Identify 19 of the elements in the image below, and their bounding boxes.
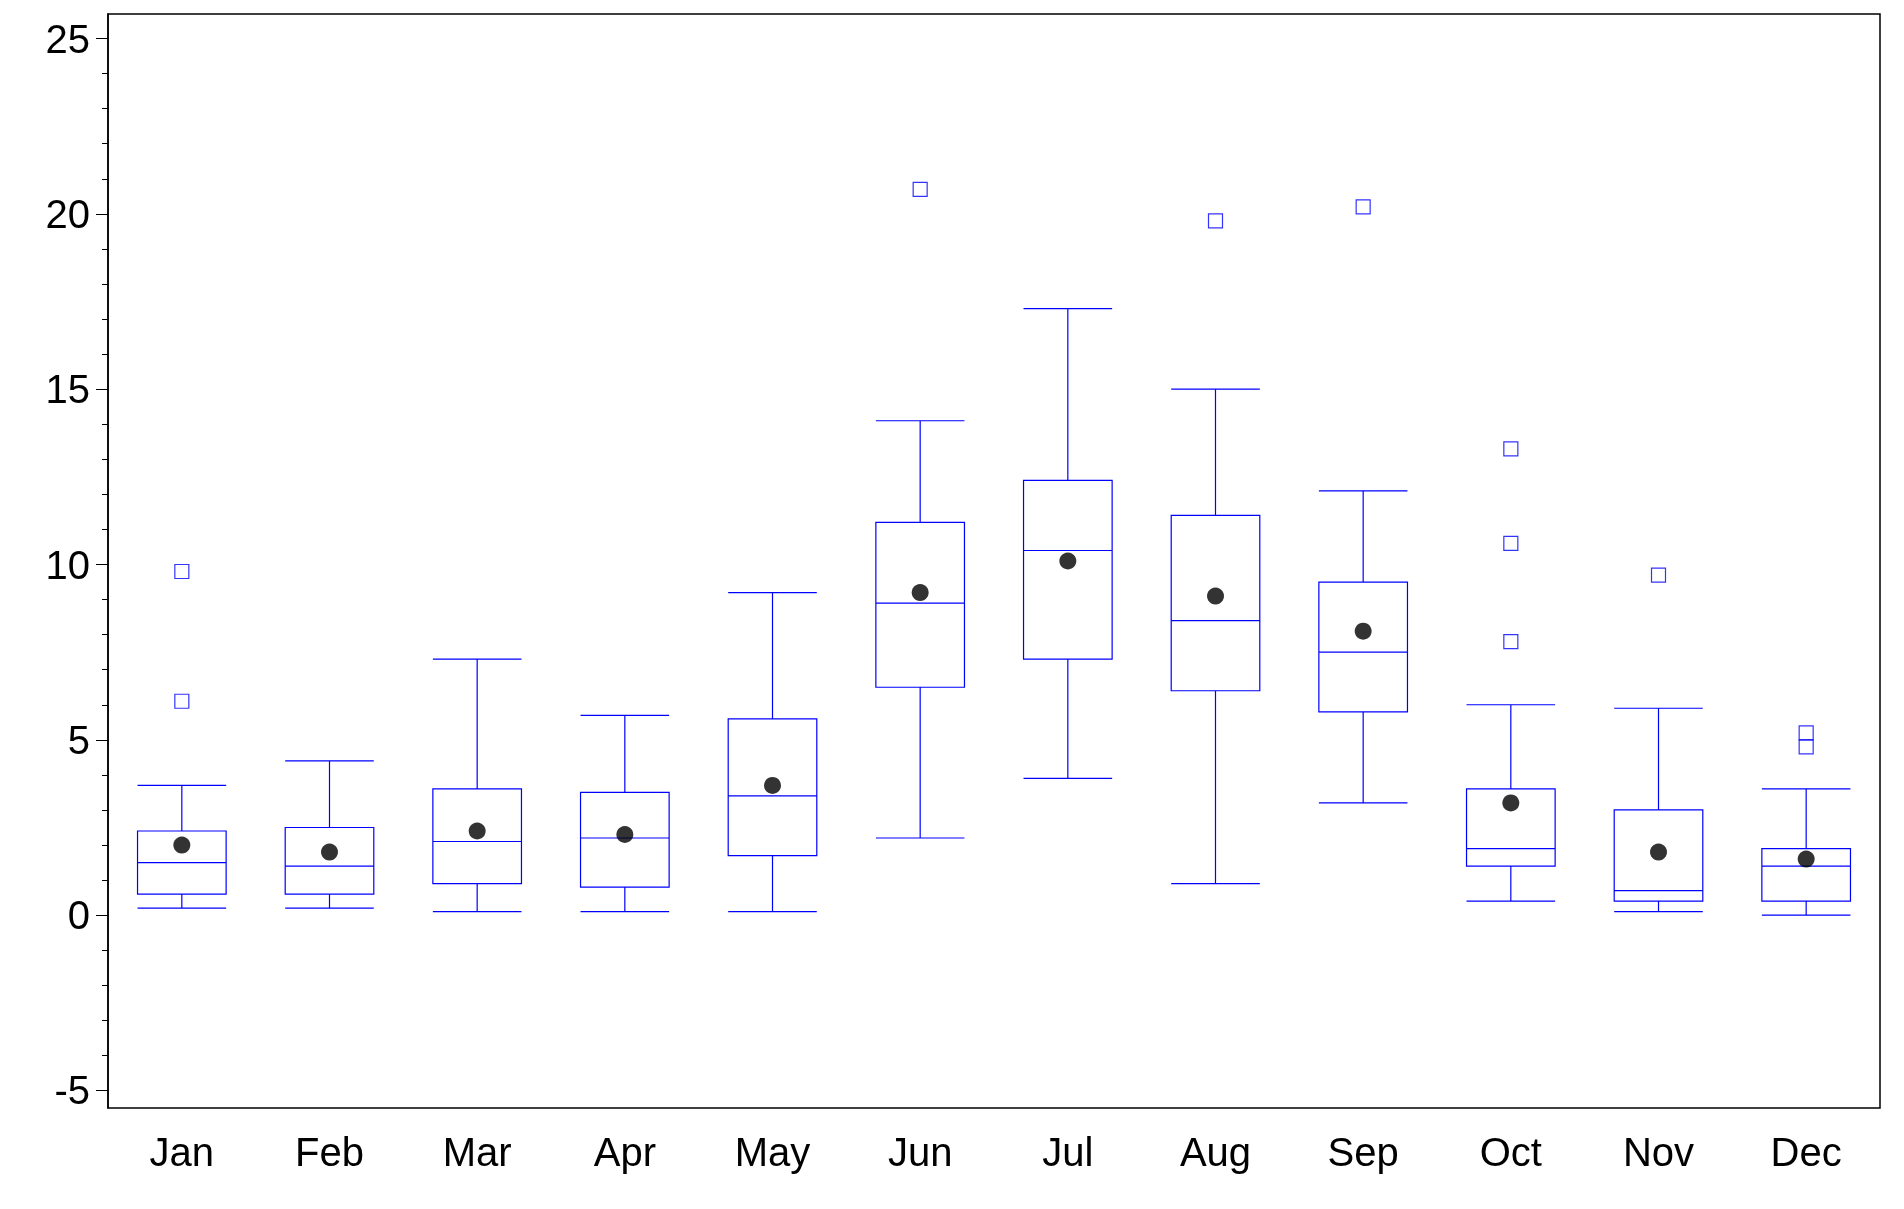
- x-tick-label: Feb: [295, 1130, 364, 1174]
- x-tick-label: Mar: [442, 1130, 512, 1174]
- y-tick-label: 5: [67, 717, 90, 762]
- y-tick-label: 0: [67, 893, 90, 938]
- y-tick-label: 10: [45, 542, 90, 587]
- x-tick-label: Jan: [149, 1130, 215, 1174]
- y-tick-label: 25: [45, 16, 90, 61]
- x-tick-label: May: [734, 1130, 811, 1174]
- y-tick-label: 20: [45, 191, 90, 236]
- x-tick-label: Sep: [1327, 1130, 1399, 1174]
- x-tick-label: Jul: [1042, 1130, 1094, 1174]
- x-tick-label: Dec: [1770, 1130, 1842, 1174]
- x-tick-label: Aug: [1179, 1130, 1252, 1174]
- x-tick-label: Apr: [593, 1130, 656, 1174]
- x-tick-label: Jun: [887, 1130, 953, 1174]
- x-tick-label: Oct: [1479, 1130, 1542, 1174]
- y-tick-label: 15: [45, 367, 90, 412]
- y-tick-label: -5: [54, 1068, 90, 1113]
- x-tick-label: Nov: [1622, 1130, 1695, 1174]
